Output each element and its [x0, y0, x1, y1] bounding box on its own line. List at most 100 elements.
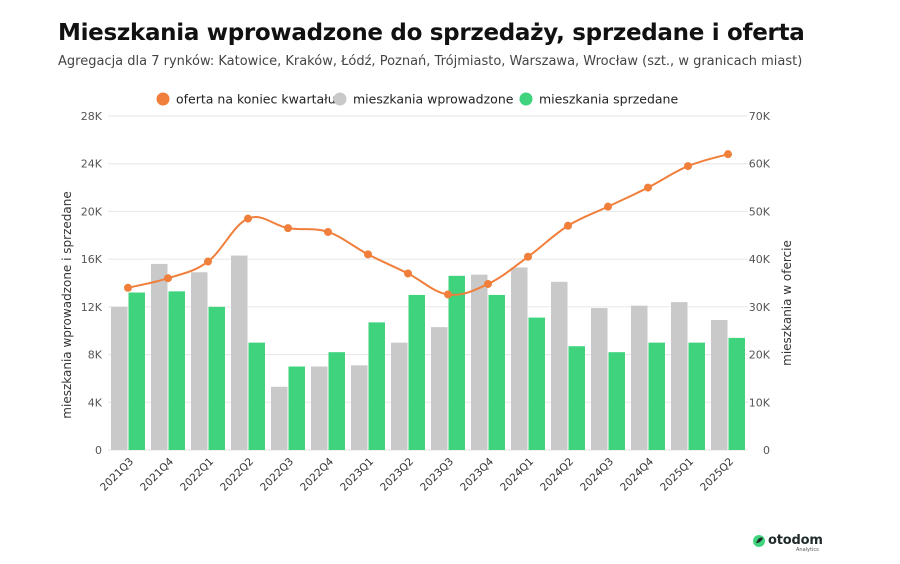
- y-axis-title: mieszkania wprowadzone i sprzedane: [60, 191, 74, 418]
- y2-tick-label: 60K: [749, 158, 771, 171]
- offer-point: [244, 214, 252, 223]
- bar-introduced: [671, 302, 688, 450]
- offer-line: [124, 150, 732, 299]
- legend-label: mieszkania sprzedane: [539, 92, 678, 107]
- bar-introduced: [471, 274, 488, 450]
- left-axis-ticks: 0 4K 8K 12K 16K 20K 24K 28K: [81, 110, 103, 457]
- bar-sold: [688, 342, 705, 450]
- bar-introduced: [631, 305, 648, 450]
- offer-point: [524, 252, 532, 261]
- bar-sold: [728, 337, 745, 450]
- bar-introduced: [191, 272, 208, 450]
- x-tick-label: 2025Q1: [658, 456, 696, 494]
- x-tick-label: 2023Q3: [418, 456, 456, 494]
- y2-tick-label: 30K: [749, 301, 771, 314]
- logo-brand: otodom: [768, 533, 823, 548]
- bar-introduced: [311, 366, 328, 450]
- offer-point: [404, 269, 412, 278]
- offer-line-path: [127, 153, 729, 296]
- bar-introduced: [151, 263, 168, 450]
- bar-introduced: [431, 327, 448, 450]
- bar-sold: [608, 352, 625, 450]
- x-tick-label: 2021Q4: [138, 455, 176, 493]
- y-tick-label: 0: [95, 444, 102, 457]
- bar-introduced: [271, 386, 288, 450]
- y2-tick-label: 20K: [749, 349, 771, 362]
- offer-point: [364, 250, 372, 259]
- y-tick-label: 12K: [81, 301, 103, 314]
- bar-sold: [488, 294, 505, 450]
- y-tick-label: 24K: [81, 158, 103, 171]
- otodom-leaf-icon: [753, 535, 765, 547]
- legend: oferta na koniec kwartału mieszkania wpro…: [156, 92, 678, 107]
- legend-label: oferta na koniec kwartału: [176, 92, 336, 107]
- x-tick-label: 2023Q1: [338, 456, 376, 494]
- bar-sold: [528, 317, 545, 450]
- y-tick-label: 16K: [81, 253, 103, 266]
- chart-subtitle: Agregacja dla 7 rynków: Katowice, Kraków…: [58, 54, 803, 69]
- bar-sold: [448, 275, 465, 450]
- bar-introduced: [351, 365, 368, 450]
- legend-swatch: [519, 92, 533, 106]
- bar-sold: [408, 294, 425, 450]
- x-tick-label: 2025Q2: [698, 456, 736, 494]
- bar-sold: [328, 352, 345, 450]
- offer-point: [124, 283, 132, 292]
- bar-introduced: [591, 308, 608, 450]
- bars: [111, 255, 745, 450]
- offer-point: [484, 279, 492, 288]
- y-tick-label: 4K: [88, 396, 103, 409]
- offer-point: [204, 257, 212, 266]
- offer-point: [644, 183, 652, 192]
- offer-point: [324, 227, 332, 236]
- bar-sold: [128, 292, 145, 450]
- y2-tick-label: 10K: [749, 396, 771, 409]
- y-tick-label: 28K: [81, 110, 103, 123]
- x-tick-label: 2024Q1: [498, 456, 536, 494]
- x-tick-label: 2022Q1: [178, 456, 216, 494]
- bar-sold: [248, 342, 265, 450]
- y2-axis-title: mieszkania w ofercie: [780, 240, 794, 366]
- x-tick-label: 2022Q2: [218, 456, 256, 494]
- offer-point: [684, 162, 692, 171]
- bar-sold: [648, 342, 665, 450]
- y2-tick-label: 40K: [749, 253, 771, 266]
- x-tick-label: 2024Q4: [618, 455, 656, 493]
- bar-sold: [288, 366, 305, 450]
- legend-swatch: [156, 92, 170, 106]
- right-axis-ticks: 0 10K 20K 30K 40K 50K 60K 70K: [749, 110, 771, 457]
- x-tick-label: 2024Q3: [578, 456, 616, 494]
- offer-point: [604, 202, 612, 211]
- offer-point: [284, 224, 292, 233]
- bar-introduced: [391, 342, 408, 450]
- bar-introduced: [231, 255, 248, 450]
- y-tick-label: 20K: [81, 205, 103, 218]
- x-tick-label: 2023Q2: [378, 456, 416, 494]
- y2-tick-label: 50K: [749, 205, 771, 218]
- x-tick-label: 2021Q3: [98, 456, 136, 494]
- chart-title: Mieszkania wprowadzone do sprzedaży, spr…: [58, 20, 805, 46]
- y2-tick-label: 70K: [749, 110, 771, 123]
- y2-tick-label: 0: [763, 444, 770, 457]
- x-tick-label: 2022Q3: [258, 456, 296, 494]
- legend-label: mieszkania wprowadzone: [353, 92, 514, 107]
- bar-sold: [568, 346, 585, 450]
- bar-introduced: [551, 281, 568, 450]
- legend-swatch: [333, 92, 347, 106]
- offer-point: [444, 290, 452, 299]
- offer-point: [164, 274, 172, 283]
- bar-introduced: [711, 319, 728, 450]
- logo-sub: Analytics: [796, 547, 819, 553]
- x-axis-ticks: 2021Q3 2021Q4 2022Q1 2022Q2 2022Q3 2022Q4 2023…: [98, 455, 736, 493]
- x-tick-label: 2024Q2: [538, 456, 576, 494]
- bar-sold: [168, 291, 185, 450]
- x-tick-label: 2023Q4: [458, 455, 496, 493]
- bar-sold: [208, 306, 225, 450]
- y-tick-label: 8K: [88, 349, 103, 362]
- x-tick-label: 2022Q4: [298, 455, 336, 493]
- bar-introduced: [111, 306, 128, 450]
- offer-point: [564, 221, 572, 230]
- bar-introduced: [511, 267, 528, 450]
- bar-sold: [368, 322, 385, 450]
